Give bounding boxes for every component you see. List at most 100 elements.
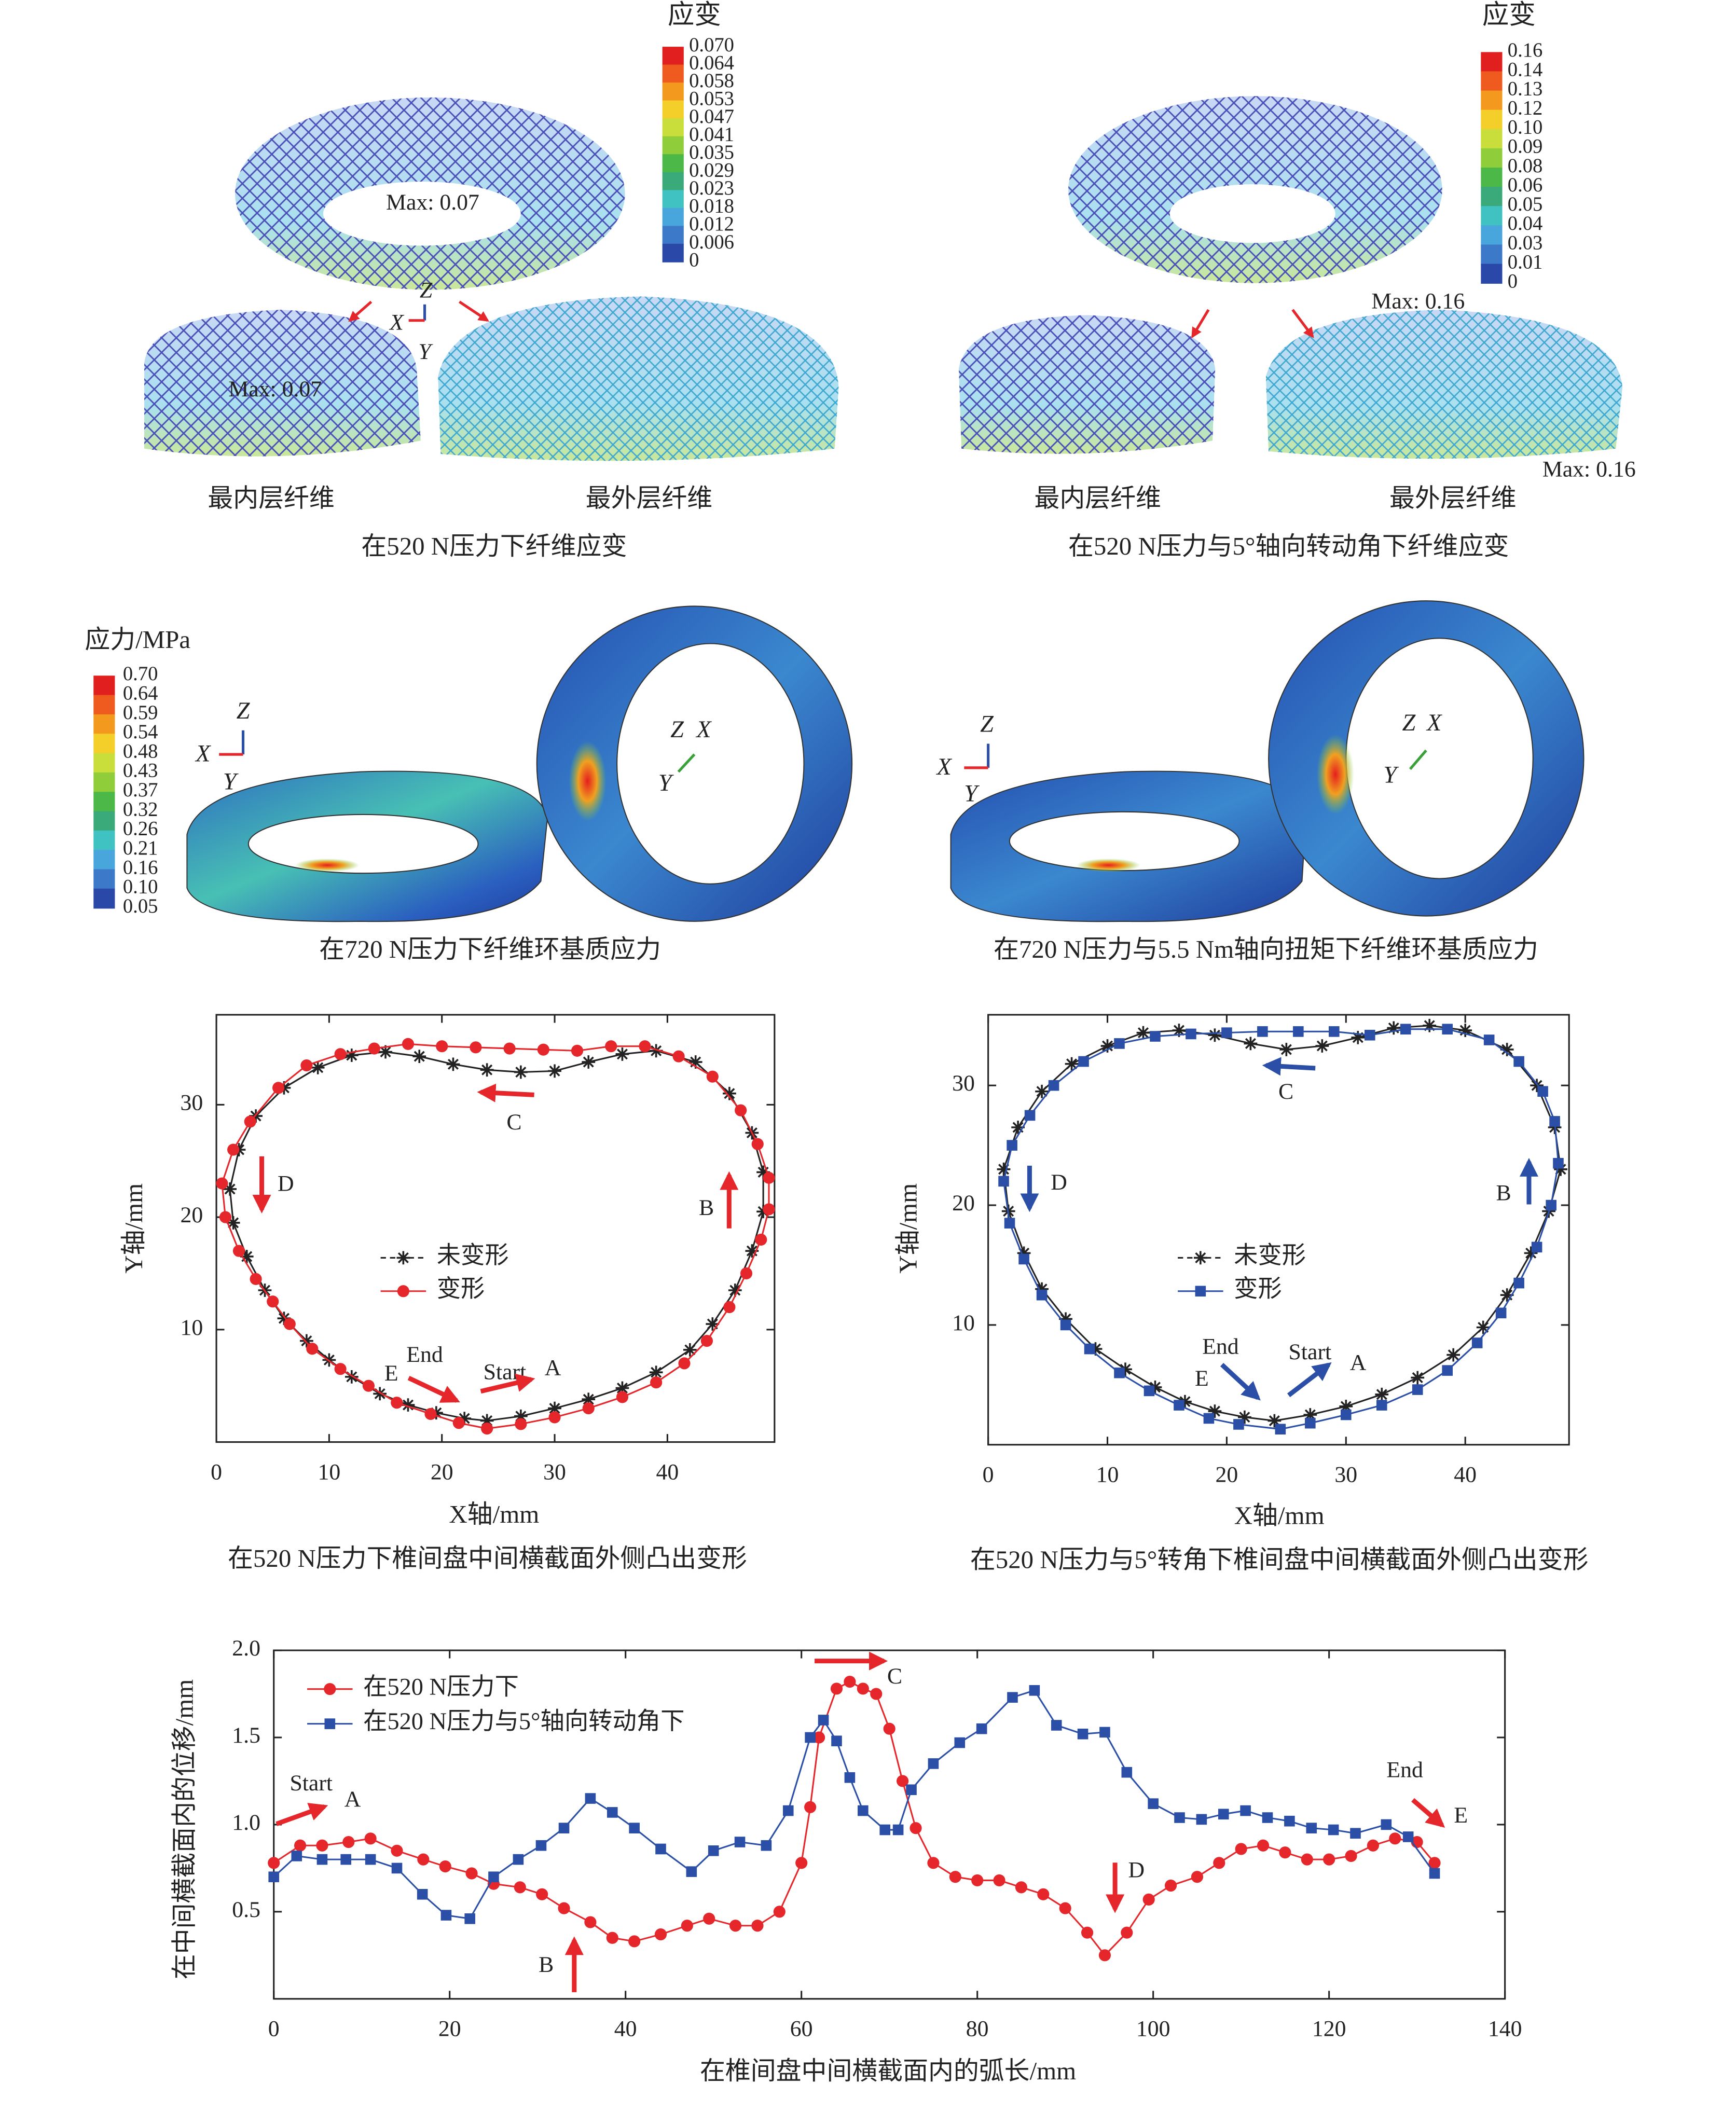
point <box>723 1301 736 1314</box>
x-tick-label: 20 <box>431 1459 453 1484</box>
label: 0.05 <box>123 895 158 917</box>
legend-marker <box>1195 1286 1206 1297</box>
point <box>883 1722 895 1735</box>
colorbar-cell <box>93 830 115 851</box>
point <box>417 1853 430 1866</box>
point <box>1423 1018 1437 1032</box>
point <box>1262 1812 1273 1823</box>
colorbar-cell <box>662 172 684 191</box>
colorbar-cell <box>93 850 115 870</box>
colorbar-cell <box>662 100 684 119</box>
label: 0.08 <box>1508 155 1543 177</box>
point <box>582 1055 596 1069</box>
point <box>391 1862 403 1874</box>
point <box>971 1874 984 1887</box>
label: 0.26 <box>123 818 158 840</box>
point <box>1051 1720 1062 1731</box>
point <box>227 1143 240 1156</box>
x-axis-label: X轴/mm <box>449 1500 539 1528</box>
point <box>272 1082 285 1094</box>
point <box>1315 1039 1329 1053</box>
point <box>1553 1157 1564 1169</box>
legend-label: 在520 N压力下 <box>363 1674 519 1700</box>
annotation: D <box>1051 1170 1067 1195</box>
colorbar-cell <box>1481 109 1503 130</box>
label: 0.10 <box>1508 117 1543 139</box>
point <box>1213 1857 1225 1869</box>
point <box>480 1063 494 1077</box>
point <box>756 1165 770 1179</box>
plot-frame <box>987 1014 1570 1446</box>
colorbar-cell <box>662 82 684 101</box>
point <box>1011 1121 1025 1134</box>
point <box>1186 1028 1196 1040</box>
point <box>1305 1417 1316 1429</box>
label: X <box>1426 710 1442 736</box>
point <box>1500 1043 1514 1056</box>
colorbar-cell <box>93 675 115 696</box>
label: 最外层纤维 <box>1389 484 1516 512</box>
label: 在720 N压力与5.5 Nm轴向扭矩下纤维环基质应力 <box>994 935 1538 963</box>
point <box>1037 1888 1050 1900</box>
colorbar-cell <box>93 714 115 735</box>
point <box>1458 1024 1472 1037</box>
colorbar-cell <box>662 208 684 227</box>
point <box>1546 1199 1556 1211</box>
label: 0.64 <box>123 682 158 704</box>
point <box>761 1840 772 1851</box>
colorbar-cell <box>1481 71 1503 91</box>
point <box>548 1064 561 1078</box>
x-tick-label: 80 <box>966 2017 989 2041</box>
x-tick-label: 10 <box>318 1459 340 1484</box>
point <box>1164 1879 1177 1892</box>
colorbar-cell <box>662 243 684 263</box>
legend-marker <box>324 1718 336 1729</box>
point <box>1483 1034 1495 1045</box>
point <box>729 1920 742 1932</box>
point <box>1531 1241 1542 1253</box>
point <box>1530 1079 1544 1093</box>
label: 应力/MPa <box>85 625 190 654</box>
point <box>1375 1387 1389 1401</box>
series-line <box>273 1689 1436 1920</box>
label: 0.13 <box>1508 78 1543 100</box>
colorbar-cell <box>1481 244 1503 265</box>
colorbar-cell <box>1481 264 1503 284</box>
point <box>1303 1408 1317 1422</box>
point <box>1339 1399 1353 1413</box>
point <box>1060 1319 1071 1331</box>
label: 在520 N压力下纤维应变 <box>361 532 627 560</box>
point <box>334 1048 347 1060</box>
point <box>465 1867 478 1880</box>
point <box>446 1057 460 1071</box>
point <box>773 1906 786 1918</box>
point <box>294 1839 307 1852</box>
label: 0.10 <box>123 876 158 898</box>
y-axis-label: 在中间横截面内的位移/mm <box>170 1679 199 1980</box>
point <box>1412 1384 1423 1395</box>
point <box>219 1211 232 1223</box>
point <box>391 1397 403 1409</box>
colorbar-cell <box>1481 148 1503 169</box>
label: 0.064 <box>689 52 734 74</box>
label: Y <box>1383 762 1399 789</box>
point <box>1148 1798 1159 1809</box>
point <box>268 1871 280 1882</box>
point <box>439 1860 451 1873</box>
annotation: A <box>345 1787 361 1812</box>
annotation: B <box>539 1952 554 1977</box>
point <box>615 1381 629 1395</box>
point <box>1114 1367 1125 1378</box>
point <box>424 1408 437 1420</box>
point <box>706 1317 720 1331</box>
point <box>1065 1057 1079 1071</box>
point <box>515 1418 527 1430</box>
series-line <box>1002 1025 1562 1422</box>
point <box>1084 1343 1095 1355</box>
colorbar-cell <box>93 772 115 793</box>
annotation: E <box>1195 1366 1209 1391</box>
colorbar-cell <box>1481 225 1503 245</box>
colorbar-cell <box>662 47 684 65</box>
point <box>1235 1843 1247 1855</box>
point <box>537 1043 549 1056</box>
